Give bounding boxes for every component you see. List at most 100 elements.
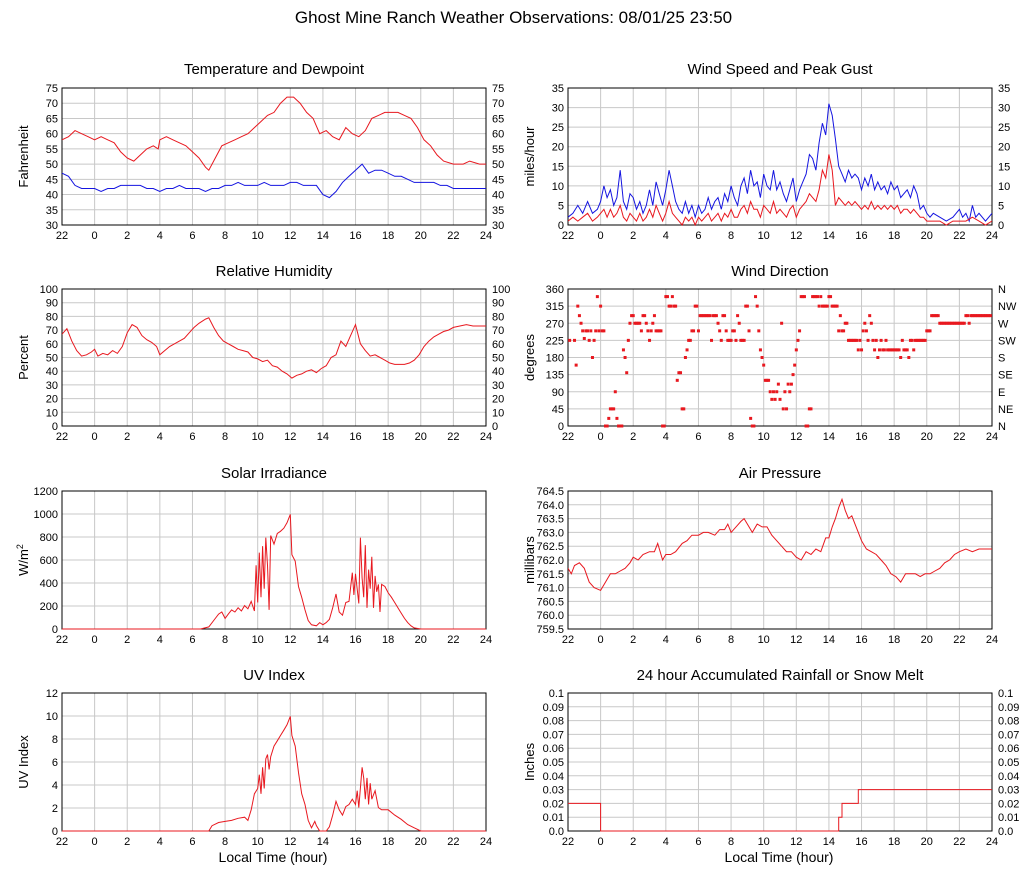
wdir-point: [742, 338, 746, 342]
wdir-point: [592, 338, 596, 342]
wdir-point: [729, 338, 733, 342]
wdir-xtick-label: 24: [986, 431, 998, 443]
wdir-xtick-label: 22: [562, 431, 574, 443]
temp-xtick-label: 22: [56, 230, 68, 242]
wdir-point: [615, 416, 619, 420]
rh-xtick-label: 2: [124, 431, 130, 443]
rain-ytick-label-right: 0.06: [998, 743, 1019, 755]
temp-ytick-label-right: 45: [492, 174, 504, 186]
wdir-point: [961, 321, 965, 325]
wdir-point: [956, 321, 960, 325]
wdir-point: [568, 338, 572, 342]
rh-ytick-label-right: 70: [492, 325, 504, 337]
solar-ytick-label: 1200: [34, 486, 58, 498]
wind-ytick-label-right: 20: [998, 142, 1010, 154]
temp-ytick-label-right: 55: [492, 144, 504, 156]
wdir-point: [679, 371, 683, 375]
wdir-point: [745, 304, 749, 308]
wdir-point: [874, 338, 878, 342]
rh-ytick-label-right: 20: [492, 394, 504, 406]
wdir-point: [814, 295, 818, 299]
wdir-point: [682, 407, 686, 411]
uv-xtick-label: 2: [124, 836, 130, 848]
wdir-point: [819, 295, 823, 299]
wdir-point: [788, 390, 792, 394]
rh-xtick-label: 22: [447, 431, 459, 443]
wdir-point: [577, 314, 581, 318]
wdir-point: [816, 295, 820, 299]
rh-xtick-label: 6: [189, 431, 195, 443]
wdir-point: [941, 321, 945, 325]
wdir-point: [739, 338, 743, 342]
wdir-point: [659, 329, 663, 333]
temp-ytick-label: 65: [46, 113, 58, 125]
wind-ytick-label-right: 35: [998, 83, 1010, 95]
rain-ytick-label: 0.1: [549, 688, 564, 700]
pressure-ytick-label: 759.5: [536, 624, 564, 636]
wdir-point: [608, 407, 612, 411]
wdir-point: [860, 348, 864, 352]
wdir-point: [988, 314, 992, 318]
wdir-point: [667, 304, 671, 308]
wdir-point: [680, 407, 684, 411]
rh-y-axis-label: Percent: [16, 335, 31, 380]
rain-ytick-label-right: 0.0: [998, 826, 1013, 838]
rain-xtick-label: 22: [562, 836, 574, 848]
wdir-point: [600, 329, 604, 333]
wdir-point: [719, 338, 723, 342]
rain-xtick-label: 14: [823, 836, 835, 848]
temp-xtick-label: 10: [252, 230, 264, 242]
wdir-point: [723, 314, 727, 318]
wdir-point: [775, 390, 779, 394]
wdir-y-axis-label: degrees: [522, 334, 537, 381]
wdir-point: [740, 338, 744, 342]
rain-xtick-label: 8: [728, 836, 734, 848]
wdir-point: [594, 329, 598, 333]
wdir-point: [887, 348, 891, 352]
wdir-point: [636, 321, 640, 325]
wdir-point: [952, 321, 956, 325]
wdir-point: [967, 321, 971, 325]
wdir-point: [869, 321, 873, 325]
rain-xtick-label: 6: [695, 836, 701, 848]
wdir-point: [768, 390, 772, 394]
wdir-point: [664, 295, 668, 299]
wdir-point: [835, 304, 839, 308]
wdir-point: [910, 338, 914, 342]
wdir-point: [935, 314, 939, 318]
temp-xtick-label: 0: [92, 230, 98, 242]
wdir-xtick-label: 20: [921, 431, 933, 443]
rh-frame: [61, 288, 487, 427]
rh-xtick-label: 24: [480, 431, 492, 443]
rh-ytick-label-right: 90: [492, 298, 504, 310]
wdir-point: [822, 304, 826, 308]
solar-ytick-label: 0: [52, 624, 58, 636]
wdir-point: [711, 314, 715, 318]
wdir-point: [584, 329, 588, 333]
wdir-point: [698, 314, 702, 318]
pressure-xtick-label: 8: [728, 634, 734, 646]
wdir-ytick-label: 90: [552, 387, 564, 399]
wdir-point: [825, 304, 829, 308]
pressure-ytick-label: 761.0: [536, 583, 564, 595]
rh-ytick-label: 100: [40, 284, 58, 296]
wdir-point: [858, 338, 862, 342]
wdir-point: [644, 321, 648, 325]
wdir-point: [763, 378, 767, 382]
wind-ytick-label: 30: [552, 103, 564, 115]
wdir-point: [780, 321, 784, 325]
temp-xtick-label: 4: [157, 230, 163, 242]
wind-xtick-label: 4: [663, 230, 669, 242]
wdir-point: [690, 329, 694, 333]
wind-xtick-label: 24: [986, 230, 998, 242]
temp-ytick-label: 30: [46, 220, 58, 232]
wind-xtick-label: 22: [953, 230, 965, 242]
wdir-point: [943, 321, 947, 325]
temp-ytick-label-right: 75: [492, 83, 504, 95]
rain-xtick-label: 2: [630, 836, 636, 848]
wdir-point: [610, 407, 614, 411]
wdir-point: [843, 321, 847, 325]
wdir-point: [801, 295, 805, 299]
wdir-point: [804, 424, 808, 428]
